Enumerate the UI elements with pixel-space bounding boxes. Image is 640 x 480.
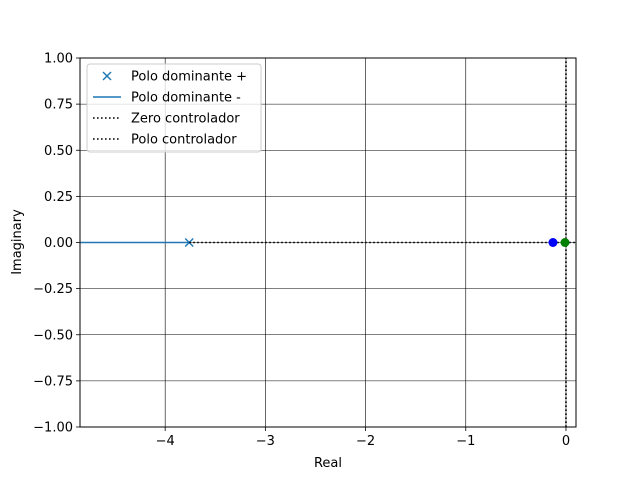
y-axis-label: Imaginary [10, 209, 25, 275]
x-tick-label: −4 [156, 434, 175, 449]
y-tick-label: 0.75 [44, 98, 73, 113]
legend-label: Polo controlador [131, 133, 237, 148]
legend: Polo dominante + Polo dominante - Zero con… [86, 63, 262, 153]
legend-label: Polo dominante + [131, 70, 247, 85]
x-tick-label: 0 [562, 434, 570, 449]
legend-label: Zero controlador [131, 112, 240, 127]
y-tick-label: 0.50 [44, 144, 73, 159]
series-group [80, 58, 576, 427]
pole-marker [548, 238, 558, 247]
zero-marker [560, 238, 570, 247]
x-tick-label: −2 [356, 434, 375, 449]
x-tick-label: −1 [456, 434, 475, 449]
ticks: −4 −3 −2 −1 0 1.00 0.75 0.50 0.25 0.00 −0.25 −0.50 −… [33, 52, 570, 450]
x-axis-label: Real [314, 456, 342, 471]
y-tick-label: −0.50 [33, 328, 73, 343]
legend-marker-x [102, 71, 112, 81]
y-tick-label: 0.25 [44, 190, 73, 205]
series-layer [80, 58, 576, 427]
legend-label: Polo dominante - [131, 91, 241, 106]
y-tick-label: 0.00 [44, 236, 73, 251]
y-tick-label: −0.25 [33, 282, 73, 297]
x-tick-label: −3 [256, 434, 275, 449]
legend-box [86, 63, 262, 153]
y-tick-label: −1.00 [33, 421, 73, 436]
x-marker-stroke [102, 71, 112, 81]
y-tick-label: 1.00 [44, 52, 73, 67]
y-tick-label: −0.75 [33, 374, 73, 389]
